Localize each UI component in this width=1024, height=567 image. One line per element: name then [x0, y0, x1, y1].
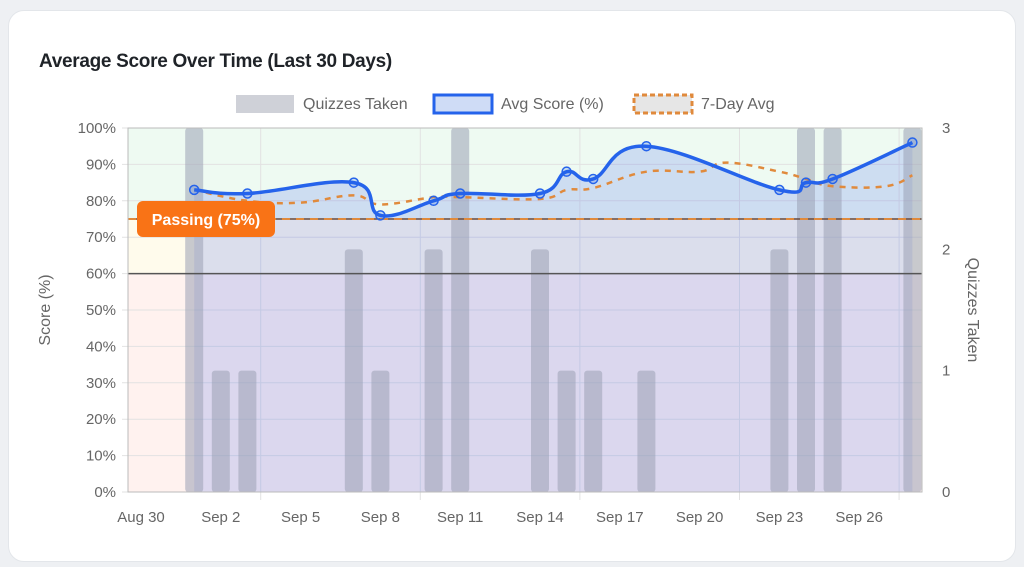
y-tick-label: 20% [86, 411, 116, 428]
x-tick-label: Sep 2 [201, 509, 240, 526]
y-tick-label: 60% [86, 266, 116, 283]
x-tick-label: Sep 14 [516, 509, 564, 526]
y2-tick-label: 0 [942, 484, 950, 501]
quiz-bar [211, 370, 230, 492]
quiz-bar [451, 128, 470, 492]
legend-label: Avg Score (%) [501, 96, 604, 113]
quiz-bar [584, 370, 603, 492]
chart-title: Average Score Over Time (Last 30 Days) [39, 51, 392, 72]
passing-label-box [137, 201, 275, 237]
avg-score-point [587, 173, 599, 185]
seven-day-avg-line [193, 161, 913, 206]
x-tick-label: Sep 8 [361, 509, 400, 526]
plot-border [127, 127, 923, 493]
legend-swatch [432, 93, 494, 115]
y2-tick-label: 3 [942, 120, 950, 137]
x-tick-label: Sep 17 [596, 509, 644, 526]
quiz-bar [344, 249, 363, 492]
avg-score-point [242, 188, 253, 199]
legend-label: Quizzes Taken [303, 96, 408, 113]
quiz-bar [424, 249, 443, 492]
avg-score-point [907, 137, 918, 148]
quiz-bar [238, 370, 257, 492]
y2-tick-label: 1 [942, 363, 950, 380]
quiz-bar [637, 370, 656, 492]
avg-score-point [641, 140, 652, 152]
y-tick-label: 80% [86, 193, 116, 210]
legend-label: 7-Day Avg [701, 96, 775, 113]
y-tick-label: 70% [86, 229, 116, 246]
quiz-bar [903, 128, 922, 492]
avg-score-point [561, 166, 572, 177]
quiz-bar [557, 370, 576, 492]
avg-score-point [454, 188, 466, 199]
x-tick-label: Aug 30 [117, 509, 165, 526]
y-tick-label: 40% [86, 338, 116, 355]
avg-score-point [800, 177, 812, 188]
y-tick-label: 0% [94, 484, 116, 501]
avg-score-point [534, 188, 546, 199]
avg-score-point [428, 195, 439, 207]
quiz-bar [770, 249, 789, 492]
y-tick-label: 50% [86, 302, 116, 319]
avg-score-point [774, 184, 785, 196]
x-tick-label: Sep 5 [281, 509, 320, 526]
avg-score-point [375, 210, 386, 221]
avg-score-point [348, 177, 360, 188]
avg-score-point [188, 184, 200, 196]
x-tick-label: Sep 11 [437, 509, 483, 526]
passing-label: Passing (75%) [152, 212, 260, 229]
y-axis-title: Score (%) [37, 274, 54, 345]
y-tick-label: 100% [78, 120, 116, 137]
legend-swatch [632, 93, 694, 115]
y2-tick-label: 2 [942, 241, 950, 258]
y-tick-label: 30% [86, 375, 116, 392]
avg-score-point [827, 173, 838, 185]
y2-axis-title: Quizzes Taken [964, 258, 981, 363]
quiz-bar [531, 249, 549, 492]
quiz-bar [185, 128, 204, 492]
quiz-bar [371, 370, 390, 492]
avg-score-line [194, 140, 914, 218]
x-tick-label: Sep 23 [756, 509, 804, 526]
y-tick-label: 90% [86, 156, 116, 173]
x-tick-label: Sep 20 [676, 509, 724, 526]
legend-swatch [236, 95, 294, 113]
x-tick-label: Sep 26 [835, 509, 883, 526]
y-tick-label: 10% [86, 448, 116, 465]
